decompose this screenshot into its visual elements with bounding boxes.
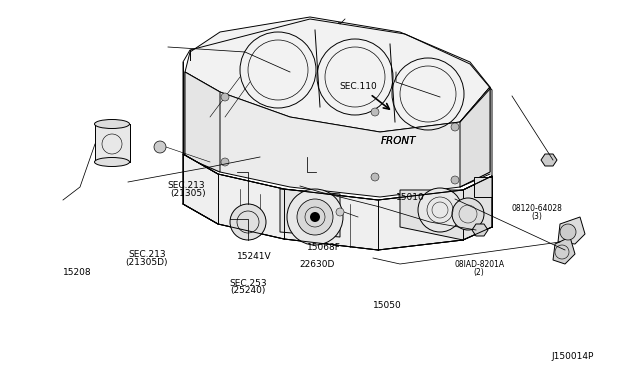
Text: J150014P: J150014P <box>552 352 594 361</box>
Circle shape <box>310 212 320 222</box>
Polygon shape <box>185 17 490 132</box>
Text: 15241V: 15241V <box>237 252 271 261</box>
Circle shape <box>560 224 576 240</box>
Text: (25240): (25240) <box>230 286 266 295</box>
Circle shape <box>452 198 484 230</box>
Text: FRONT: FRONT <box>381 137 416 146</box>
Text: 15208: 15208 <box>63 268 92 277</box>
Polygon shape <box>185 72 220 172</box>
Text: (21305D): (21305D) <box>125 258 168 267</box>
Text: 08IAD-8201A: 08IAD-8201A <box>454 260 504 269</box>
Polygon shape <box>95 124 130 162</box>
Polygon shape <box>183 154 492 250</box>
Circle shape <box>451 123 459 131</box>
Polygon shape <box>472 224 488 236</box>
Text: 22630D: 22630D <box>300 260 335 269</box>
Text: (21305): (21305) <box>170 189 206 198</box>
Polygon shape <box>185 72 490 197</box>
Circle shape <box>287 189 343 245</box>
Text: 15050: 15050 <box>372 301 401 310</box>
Circle shape <box>371 173 379 181</box>
Polygon shape <box>460 87 490 187</box>
Circle shape <box>221 158 229 166</box>
Text: 15010: 15010 <box>396 193 424 202</box>
Polygon shape <box>280 189 340 237</box>
Ellipse shape <box>95 119 129 128</box>
Polygon shape <box>541 154 557 166</box>
Text: FRONT: FRONT <box>381 137 416 146</box>
Circle shape <box>451 176 459 184</box>
Circle shape <box>154 141 166 153</box>
Text: (3): (3) <box>531 212 542 221</box>
Text: (2): (2) <box>474 268 484 277</box>
Text: SEC.213: SEC.213 <box>128 250 166 259</box>
Circle shape <box>418 188 462 232</box>
Text: SEC.213: SEC.213 <box>168 182 205 190</box>
Circle shape <box>221 93 229 101</box>
Text: 08120-64028: 08120-64028 <box>512 204 563 213</box>
Polygon shape <box>400 176 492 240</box>
Circle shape <box>336 208 344 216</box>
Circle shape <box>230 204 266 240</box>
Polygon shape <box>558 217 585 244</box>
Circle shape <box>371 108 379 116</box>
Circle shape <box>297 199 333 235</box>
Text: SEC.110: SEC.110 <box>339 82 377 91</box>
Text: SEC.253: SEC.253 <box>229 279 267 288</box>
Text: 15068F: 15068F <box>307 243 341 252</box>
Ellipse shape <box>95 157 129 167</box>
Polygon shape <box>474 177 492 197</box>
Polygon shape <box>553 237 575 264</box>
